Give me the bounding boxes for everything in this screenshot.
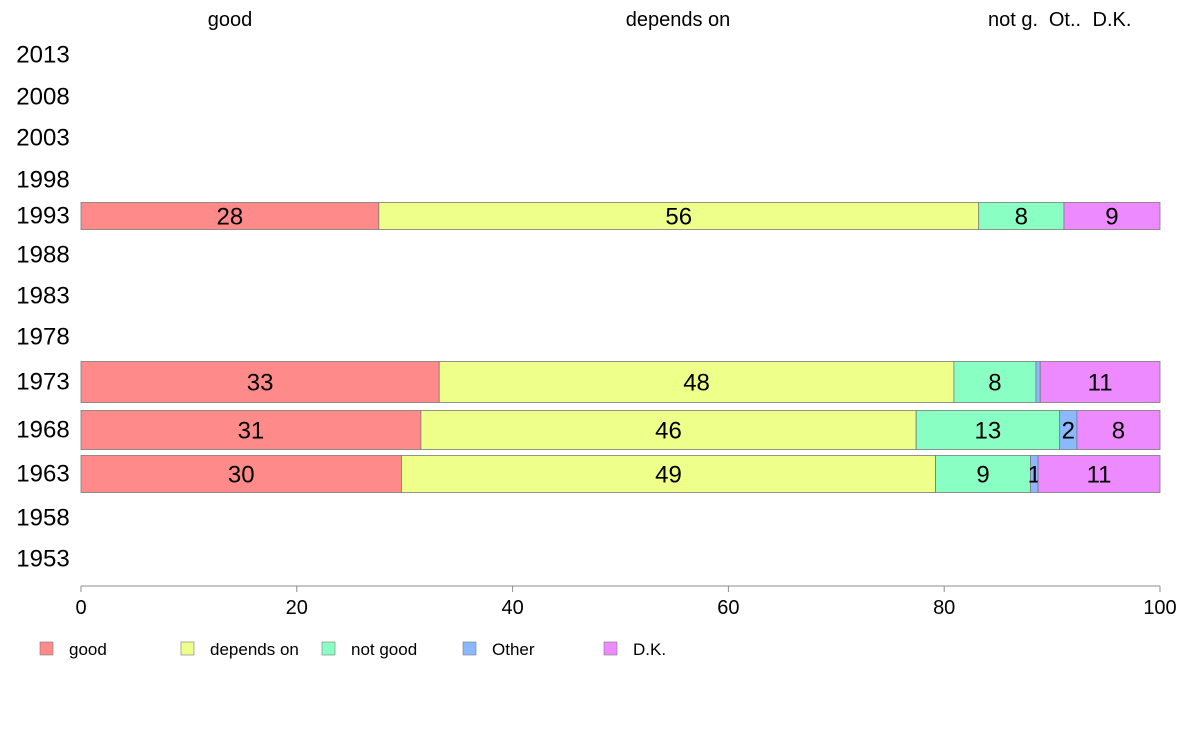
year-label-1983: 1983 xyxy=(16,283,69,310)
year-labels: 1953 1958 1963 1968 1973 1978 1983 1988 1993 1998… xyxy=(16,42,69,573)
data-label-1973-dk: 11 xyxy=(1088,370,1113,397)
legend-swatch-other xyxy=(462,641,477,656)
top-label-dk: D.K. xyxy=(1093,9,1132,31)
top-label-depends-on: depends on xyxy=(626,9,731,31)
x-axis: 0 20 40 60 80 100 xyxy=(75,585,1177,619)
year-label-1973: 1973 xyxy=(16,369,69,396)
bar-1963-not-good xyxy=(935,455,1031,493)
data-label-1993-dk: 9 xyxy=(1105,204,1118,231)
year-label-1963: 1963 xyxy=(16,461,69,488)
legend-label-dk: D.K. xyxy=(633,640,666,659)
legend-swatch-depends-on xyxy=(180,641,195,656)
bar-1973-other xyxy=(1035,361,1041,403)
bar-1963-dk xyxy=(1037,455,1161,493)
bar-1993-not-good xyxy=(978,202,1065,230)
data-label-1963-dk: 11 xyxy=(1087,462,1112,489)
data-label-1993-not-good: 8 xyxy=(1015,204,1028,231)
x-tick-label-20: 20 xyxy=(286,597,308,619)
data-label-1963-good: 30 xyxy=(228,462,255,489)
data-label-1963-not-good: 9 xyxy=(976,462,989,489)
bar-1993-good xyxy=(80,202,380,230)
legend: good depends on not good Other D.K. xyxy=(39,640,666,659)
year-label-2003: 2003 xyxy=(16,125,69,152)
bar-1968-dk xyxy=(1076,410,1161,450)
data-label-1973-not-good: 8 xyxy=(988,370,1001,397)
year-label-1953: 1953 xyxy=(16,546,69,573)
data-label-1973-depends-on: 48 xyxy=(683,370,710,397)
bar-1963-good xyxy=(80,455,402,493)
legend-label-other: Other xyxy=(492,640,535,659)
data-label-1963-other: 1 xyxy=(1028,462,1041,489)
bar-1973-not-good xyxy=(953,361,1037,403)
year-label-2008: 2008 xyxy=(16,84,69,111)
legend-swatch-dk xyxy=(603,641,618,656)
legend-label-not-good: not good xyxy=(351,640,417,659)
top-labels: good depends on not g. Ot.. D.K. xyxy=(208,9,1132,31)
data-label-1963-depends-on: 49 xyxy=(655,462,682,489)
year-label-1998: 1998 xyxy=(16,167,69,194)
data-label-1968-not-good: 13 xyxy=(975,418,1002,445)
legend-label-good: good xyxy=(69,640,107,659)
bar-1968-depends-on xyxy=(420,410,917,450)
top-label-not-good: not g. xyxy=(988,9,1038,31)
year-label-1968: 1968 xyxy=(16,417,69,444)
year-label-1988: 1988 xyxy=(16,242,69,269)
year-label-2013: 2013 xyxy=(16,42,69,69)
year-label-1993: 1993 xyxy=(16,203,69,230)
top-label-good: good xyxy=(208,9,253,31)
bar-1973-dk xyxy=(1039,361,1161,403)
bar-1963-depends-on xyxy=(401,455,936,493)
bar-1993-depends-on xyxy=(378,202,980,230)
data-label-1968-other: 2 xyxy=(1062,418,1075,445)
x-tick-label-60: 60 xyxy=(717,597,739,619)
bar-1968-good xyxy=(80,410,422,450)
data-label-1968-dk: 8 xyxy=(1112,418,1125,445)
data-label-1968-depends-on: 46 xyxy=(655,418,682,445)
top-label-other: Ot.. xyxy=(1049,9,1081,31)
data-label-1993-good: 28 xyxy=(217,204,244,231)
bar-1968-not-good xyxy=(915,410,1061,450)
year-label-1978: 1978 xyxy=(16,324,69,351)
data-label-1993-depends-on: 56 xyxy=(665,204,692,231)
x-tick-label-40: 40 xyxy=(501,597,523,619)
data-label-1973-good: 33 xyxy=(247,370,274,397)
x-tick-label-100: 100 xyxy=(1143,597,1176,619)
x-tick-label-80: 80 xyxy=(933,597,955,619)
x-tick-label-0: 0 xyxy=(75,597,86,619)
legend-label-depends-on: depends on xyxy=(210,640,299,659)
bar-1993-dk xyxy=(1063,202,1161,230)
legend-swatch-good xyxy=(39,641,54,656)
legend-swatch-not-good xyxy=(321,641,336,656)
data-label-1968-good: 31 xyxy=(238,418,265,445)
year-label-1958: 1958 xyxy=(16,505,69,532)
bar-1973-good xyxy=(80,361,440,403)
bar-1973-depends-on xyxy=(438,361,955,403)
